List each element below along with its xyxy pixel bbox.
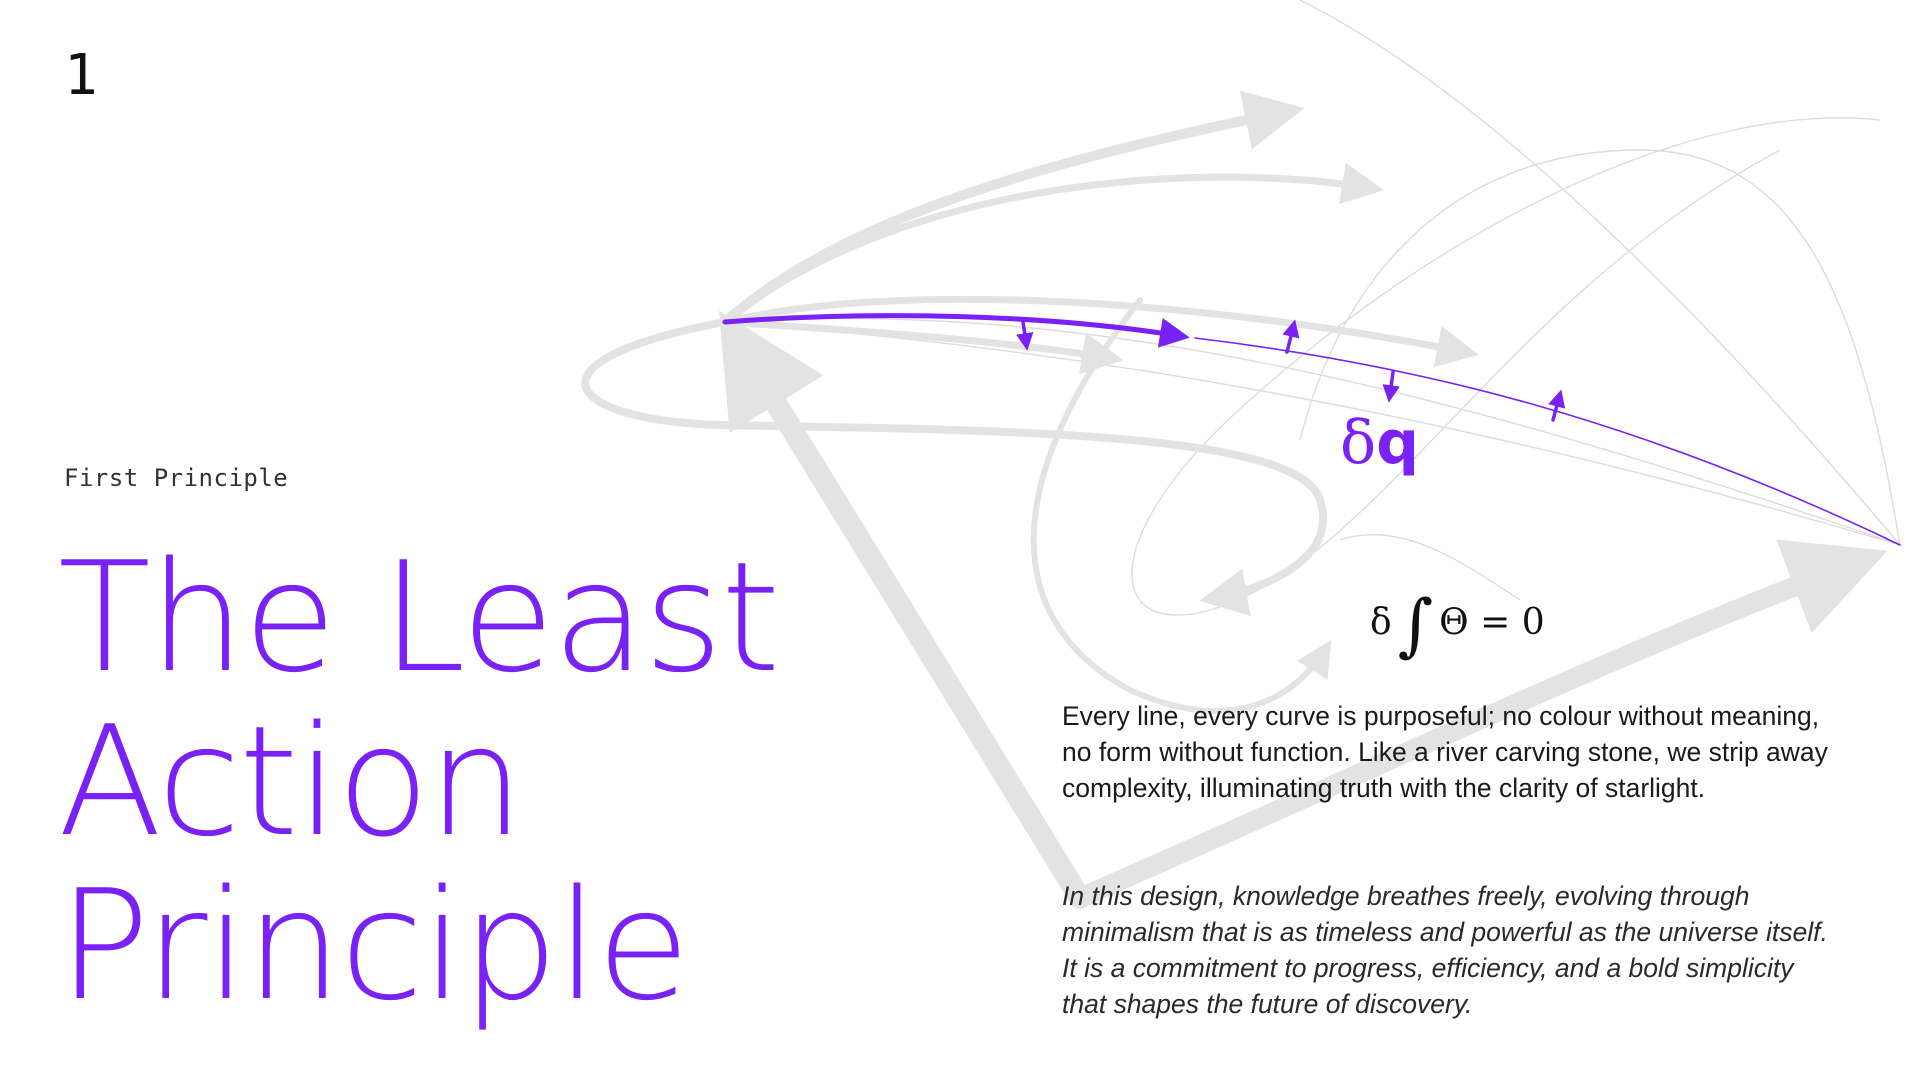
eyebrow-label: First Principle [64,464,289,492]
variation-label: δq [1340,408,1419,478]
gray-action-paths [581,90,1888,909]
variation-arrows [1016,319,1566,422]
thin-curve-1 [1299,0,1901,546]
gray-path-dive [1030,297,1332,714]
variation-arrow-down-2 [1382,370,1400,403]
gray-path-upper-2 [721,162,1384,326]
variation-arrow-up-1 [1282,319,1300,354]
gray-path-middle [721,295,1479,368]
variation-arrow-down-1 [1016,320,1034,351]
variation-arrow-up-2 [1548,389,1566,422]
gray-path-upper [720,90,1305,327]
body-paragraph-1: Every line, every curve is purposeful; n… [1062,701,1828,803]
formula-expression: Θ = 0 [1439,602,1545,643]
variation-delta: δ [1340,408,1377,478]
title-line-3: Principle [58,857,690,1034]
body-paragraph-2: In this design, knowledge breathes freel… [1062,881,1828,1019]
variation-q: q [1376,408,1420,478]
action-formula: δ∫ Θ = 0 [1370,586,1545,665]
thin-curve-4 [1131,117,1881,616]
thin-curve-3 [724,321,1901,546]
gray-path-loop [581,318,1327,617]
thin-curve-5 [1299,149,1901,546]
purple-path-thin [1194,337,1901,546]
least-action-path [722,313,1901,546]
title-line-1: The Least [58,529,780,706]
gray-path-diagonal-right [1070,539,1888,908]
formula-integral: ∫ [1397,586,1434,665]
purple-path-thick [722,313,1190,348]
title-line-2: Action [58,693,524,870]
gray-path-diagonal-up [718,310,1091,909]
formula-delta: δ [1370,602,1392,643]
slide-title: The Least Action Principle [58,529,780,1034]
thin-background-curves [724,0,1901,616]
thin-curve-6 [1339,534,1521,601]
thin-curve-2 [724,317,1901,546]
slide-number: 1 [64,43,98,108]
